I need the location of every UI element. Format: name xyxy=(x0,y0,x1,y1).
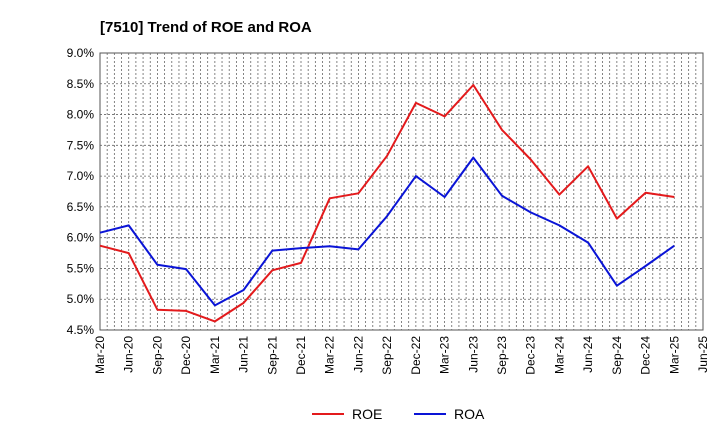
y-tick-label: 6.0% xyxy=(67,231,95,245)
y-tick-label: 7.0% xyxy=(67,169,95,183)
series-line-roa xyxy=(99,156,675,307)
x-tick-label: Sep-23 xyxy=(495,336,509,375)
x-tick-label: Sep-24 xyxy=(610,336,624,375)
x-tick-label: Mar-23 xyxy=(438,336,452,374)
x-tick-label: Jun-21 xyxy=(237,336,251,373)
x-tick-label: Sep-20 xyxy=(150,336,164,375)
y-tick-label: 8.5% xyxy=(67,77,95,91)
y-tick-label: 7.5% xyxy=(67,138,95,152)
x-tick-label: Sep-22 xyxy=(380,336,394,375)
x-tick-label: Sep-21 xyxy=(265,336,279,375)
x-tick-label: Jun-23 xyxy=(466,336,480,373)
x-tick-label: Jun-25 xyxy=(696,336,710,373)
x-tick-label: Jun-22 xyxy=(351,336,365,373)
y-tick-label: 5.0% xyxy=(67,292,95,306)
series-line-roe xyxy=(99,84,675,323)
x-tick-label: Mar-22 xyxy=(323,336,337,374)
y-axis-tick-labels: 9.0% 8.5% 8.0% 7.5% 7.0% 6.5% 6.0% 5.5% 5.0% 4.5% xyxy=(67,46,95,337)
x-tick-label: Dec-22 xyxy=(409,336,423,375)
y-tick-label: 5.5% xyxy=(67,261,95,275)
series-lines xyxy=(99,84,675,323)
x-axis-tick-labels: Mar-20 Jun-20 Sep-20 Dec-20 Mar-21 Jun-21 Sep-… xyxy=(93,336,710,375)
x-tick-label: Mar-20 xyxy=(93,336,107,374)
x-tick-label: Mar-24 xyxy=(552,336,566,374)
y-tick-label: 9.0% xyxy=(67,46,95,60)
legend: ROE ROA xyxy=(312,406,485,422)
grid-lines xyxy=(100,53,703,330)
x-tick-label: Mar-25 xyxy=(667,336,681,374)
y-tick-label: 8.0% xyxy=(67,108,95,122)
x-tick-label: Jun-24 xyxy=(581,336,595,373)
x-tick-label: Dec-23 xyxy=(524,336,538,375)
x-tick-label: Dec-21 xyxy=(294,336,308,375)
legend-label-roe: ROE xyxy=(352,406,382,422)
x-tick-label: Dec-24 xyxy=(639,336,653,375)
x-tick-label: Mar-21 xyxy=(208,336,222,374)
chart-title: [7510] Trend of ROE and ROA xyxy=(100,19,312,36)
x-tick-label: Dec-20 xyxy=(179,336,193,375)
y-tick-label: 4.5% xyxy=(67,323,95,337)
x-tick-label: Jun-20 xyxy=(122,336,136,373)
y-tick-label: 6.5% xyxy=(67,200,95,214)
legend-label-roa: ROA xyxy=(454,406,485,422)
